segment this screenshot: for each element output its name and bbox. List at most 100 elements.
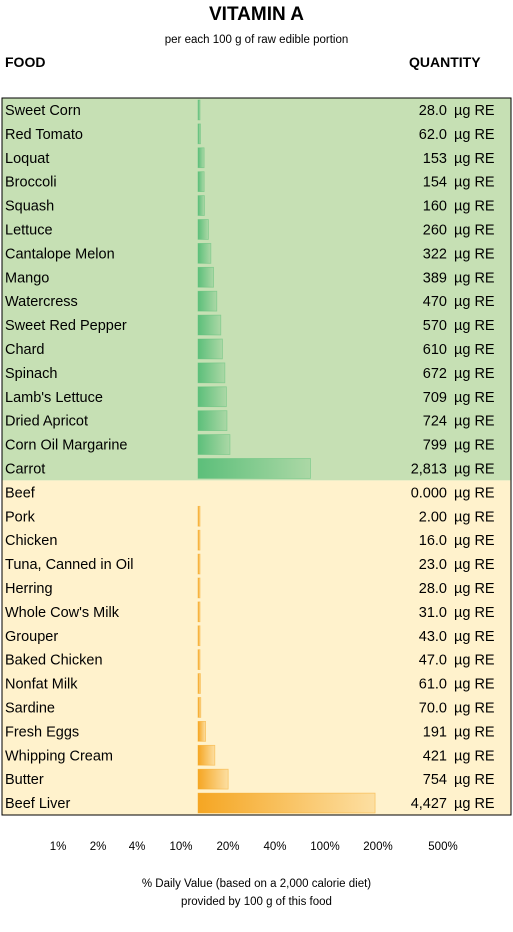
food-label-pork: Pork [5,509,36,525]
value-label-dried-apricot: 724 [423,414,447,430]
food-label-sardine: Sardine [5,700,55,716]
x-tick-label: 40% [263,841,286,853]
bar-fresh-eggs [197,721,206,742]
value-label-grouper: 43.0 [419,629,447,645]
x-axis-label-line1: % Daily Value (based on a 2,000 calorie … [141,878,372,890]
unit-label-sweet-red-pepper: µg RE [454,318,495,334]
food-label-corn-oil-margarine: Corn Oil Margarine [5,438,128,454]
food-label-cantalope-melon: Cantalope Melon [5,246,115,262]
group-background [2,98,511,481]
food-label-lamb-s-lettuce: Lamb's Lettuce [5,390,103,406]
food-label-broccoli: Broccoli [5,175,57,191]
bar-dried-apricot [197,410,228,431]
bar-butter [197,768,229,790]
value-label-carrot: 2,813 [411,461,447,477]
food-label-butter: Butter [5,772,44,788]
unit-label-beef: µg RE [454,485,495,501]
bar-watercress [197,290,218,312]
value-label-butter: 754 [423,772,447,788]
x-tick-label: 4% [129,841,146,853]
chart-title: VITAMIN A [209,4,304,25]
bar-herring [197,577,201,599]
food-label-chicken: Chicken [5,533,57,549]
value-label-beef-liver: 4,427 [411,796,447,812]
bar-red-tomato [197,123,201,145]
food-label-mango: Mango [5,270,49,286]
bar-squash [197,195,205,216]
value-label-watercress: 470 [423,294,447,310]
bar-loquat [197,147,205,169]
unit-label-whole-cow-s-milk: µg RE [454,605,495,621]
unit-label-grouper: µg RE [454,629,495,645]
food-label-spinach: Spinach [5,366,57,382]
value-label-fresh-eggs: 191 [423,724,447,740]
group-background [2,480,511,815]
unit-label-herring: µg RE [454,581,495,597]
value-label-red-tomato: 62.0 [419,127,447,143]
value-label-spinach: 672 [423,366,447,382]
food-label-carrot: Carrot [5,461,45,477]
unit-label-broccoli: µg RE [454,175,495,191]
value-label-chard: 610 [423,342,447,358]
food-label-tuna-canned-in-oil: Tuna, Canned in Oil [5,557,133,573]
bar-chicken [197,529,201,551]
unit-label-loquat: µg RE [454,151,495,167]
bar-sweet-red-pepper [197,314,222,336]
food-label-sweet-red-pepper: Sweet Red Pepper [5,318,127,334]
bar-lamb-s-lettuce [197,386,227,408]
food-label-whipping-cream: Whipping Cream [5,748,113,764]
bar-grouper [197,625,201,647]
bar-beef-liver [197,792,376,814]
value-label-lettuce: 260 [423,222,447,238]
x-tick-label: 500% [428,841,457,853]
food-label-baked-chicken: Baked Chicken [5,653,103,669]
food-label-dried-apricot: Dried Apricot [5,414,88,430]
food-label-nonfat-milk: Nonfat Milk [5,677,78,693]
x-tick-label: 10% [169,841,192,853]
x-tick-label: 20% [216,841,239,853]
value-label-corn-oil-margarine: 799 [423,438,447,454]
bar-cantalope-melon [197,243,212,264]
x-tick-label: 1% [50,841,67,853]
value-label-herring: 28.0 [419,581,447,597]
value-label-whole-cow-s-milk: 31.0 [419,605,447,621]
bar-lettuce [197,219,209,240]
food-label-beef: Beef [5,485,36,501]
value-label-whipping-cream: 421 [423,748,447,764]
x-tick-label: 100% [310,841,339,853]
food-label-whole-cow-s-milk: Whole Cow's Milk [5,605,120,621]
unit-label-carrot: µg RE [454,461,495,477]
unit-label-fresh-eggs: µg RE [454,724,495,740]
food-label-grouper: Grouper [5,629,58,645]
value-label-baked-chicken: 47.0 [419,653,447,669]
bar-tuna-canned-in-oil [197,553,201,575]
value-label-lamb-s-lettuce: 709 [423,390,447,406]
x-tick-label: 200% [363,841,392,853]
unit-label-lamb-s-lettuce: µg RE [454,390,495,406]
food-label-red-tomato: Red Tomato [5,127,83,143]
unit-label-sweet-corn: µg RE [454,103,495,119]
unit-label-watercress: µg RE [454,294,495,310]
unit-label-chard: µg RE [454,342,495,358]
value-label-chicken: 16.0 [419,533,447,549]
value-label-mango: 389 [423,270,447,286]
food-label-chard: Chard [5,342,45,358]
food-column-header: FOOD [5,54,46,70]
unit-label-baked-chicken: µg RE [454,653,495,669]
food-label-herring: Herring [5,581,53,597]
value-label-tuna-canned-in-oil: 23.0 [419,557,447,573]
unit-label-pork: µg RE [454,509,495,525]
x-axis-label-line2: provided by 100 g of this food [181,896,332,908]
unit-label-corn-oil-margarine: µg RE [454,438,495,454]
value-label-sweet-red-pepper: 570 [423,318,447,334]
bar-pork [197,505,201,527]
value-label-sardine: 70.0 [419,700,447,716]
food-label-fresh-eggs: Fresh Eggs [5,724,79,740]
unit-label-tuna-canned-in-oil: µg RE [454,557,495,573]
bar-whole-cow-s-milk [197,601,201,623]
value-label-sweet-corn: 28.0 [419,103,447,119]
value-label-broccoli: 154 [423,175,447,191]
bar-sardine [197,697,202,718]
unit-label-chicken: µg RE [454,533,495,549]
food-label-sweet-corn: Sweet Corn [5,103,81,119]
